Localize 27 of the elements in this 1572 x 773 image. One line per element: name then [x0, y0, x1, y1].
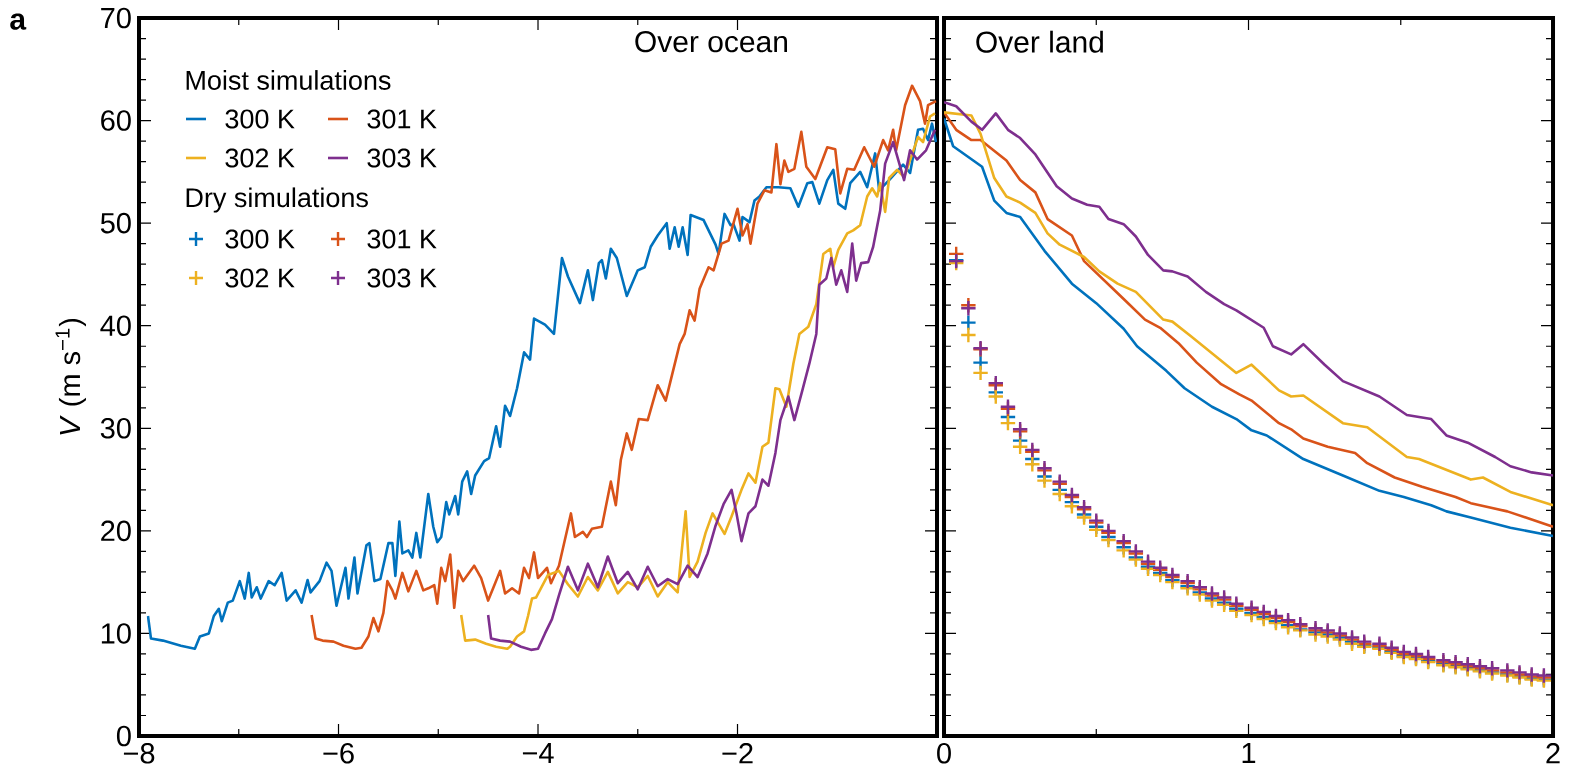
text: a: [10, 13, 27, 30]
y-axis-title: V (m s$^{−1}$): [55, 318, 86, 435]
x-tick-label: 0: [937, 743, 951, 764]
x-tick-label: 2: [1546, 743, 1560, 764]
legend-label: 302 K: [225, 268, 295, 288]
y-tick-label: 30: [100, 418, 131, 439]
y-tick-label: 40: [100, 315, 131, 336]
y-tick-label: 50: [100, 212, 131, 234]
legend-title: Moist simulations: [186, 70, 391, 90]
x-tick-label: −4: [522, 743, 554, 764]
y-tick-label: 20: [101, 520, 131, 542]
x-tick-label: −6: [323, 743, 354, 764]
annotation: Over land: [976, 30, 1103, 53]
annotation: Over ocean: [635, 31, 787, 53]
y-tick-label: 60: [101, 110, 131, 131]
legend-label: 300 K: [225, 109, 295, 129]
legend-label: 303 K: [367, 148, 437, 168]
legend-label: 302 K: [225, 148, 295, 168]
legend-label: 301 K: [367, 109, 437, 129]
legend-label: 303 K: [367, 268, 437, 288]
legend-label: 301 K: [367, 229, 437, 249]
legend-title: Dry simulations: [186, 187, 368, 213]
x-tick-label: 1: [1242, 743, 1256, 764]
legend-label: 300 K: [225, 229, 295, 249]
y-tick-label: 10: [101, 623, 131, 644]
y-tick-label: 70: [101, 7, 131, 29]
x-tick-label: −2: [722, 743, 753, 764]
